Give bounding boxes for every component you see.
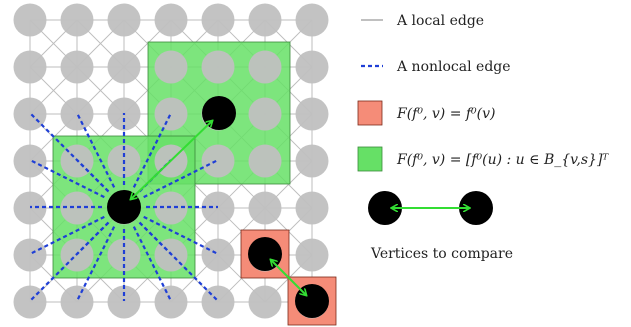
graph-vertex bbox=[248, 285, 282, 319]
legend-nonlocal-edge-label: A nonlocal edge bbox=[396, 59, 511, 75]
graph-vertex bbox=[201, 50, 235, 84]
graph-vertex bbox=[248, 97, 282, 131]
nonlocal-edge bbox=[76, 221, 110, 255]
graph-vertex bbox=[107, 50, 141, 84]
legend-red-patch-swatch bbox=[357, 100, 383, 126]
graph-vertex bbox=[248, 3, 282, 37]
graph-vertex bbox=[295, 238, 329, 272]
graph-vertex bbox=[13, 238, 47, 272]
legend-green-patch-swatch bbox=[357, 146, 383, 172]
graph-vertex bbox=[60, 3, 94, 37]
graph-vertex bbox=[248, 50, 282, 84]
nonlocal-edge bbox=[29, 112, 110, 193]
nonlocal-edge bbox=[138, 221, 172, 255]
nonlocal-edge bbox=[29, 221, 110, 302]
legend: A local edge A nonlocal edge F(f⁰, v) = … bbox=[357, 13, 609, 262]
graph-vertex bbox=[201, 144, 235, 178]
graph-vertex bbox=[13, 285, 47, 319]
legend-red-patch-formula: F(f⁰, v) = f⁰(v) bbox=[396, 106, 496, 122]
graph-vertex bbox=[248, 144, 282, 178]
compare-arrow-green-patches bbox=[131, 121, 212, 199]
nonlocal-edge bbox=[138, 221, 219, 302]
compare-arrow-red-patches bbox=[271, 260, 306, 295]
graph-vertex bbox=[13, 3, 47, 37]
graph-vertex bbox=[13, 50, 47, 84]
graph-vertex bbox=[107, 238, 141, 272]
graph-vertex bbox=[60, 97, 94, 131]
graph-vertex bbox=[201, 238, 235, 272]
graph-vertex bbox=[154, 285, 188, 319]
graph-vertex bbox=[201, 3, 235, 37]
graph-vertex bbox=[107, 3, 141, 37]
nonlocal-edge bbox=[76, 159, 110, 193]
graph-vertex bbox=[60, 50, 94, 84]
legend-compare-vertex-left bbox=[368, 191, 402, 225]
legend-compare-vertex-right bbox=[459, 191, 493, 225]
graph-vertex bbox=[154, 97, 188, 131]
graph-vertex bbox=[295, 191, 329, 225]
compare-arrows bbox=[131, 121, 306, 295]
graph-vertex bbox=[107, 285, 141, 319]
graph-vertex bbox=[154, 50, 188, 84]
graph-vertex bbox=[295, 144, 329, 178]
legend-green-patch-formula: F(f⁰, v) = [f⁰(u) : u ∈ B_{v,s}]ᵀ bbox=[396, 152, 609, 168]
legend-compare-caption: Vertices to compare bbox=[370, 246, 513, 262]
graph-vertex bbox=[295, 50, 329, 84]
graph-vertex bbox=[60, 285, 94, 319]
graph-vertex bbox=[248, 191, 282, 225]
graph-vertex bbox=[201, 285, 235, 319]
legend-local-edge-label: A local edge bbox=[396, 13, 484, 29]
graph-vertex bbox=[295, 3, 329, 37]
graph-vertex bbox=[295, 97, 329, 131]
graph-vertex bbox=[13, 144, 47, 178]
graph-vertex bbox=[154, 3, 188, 37]
